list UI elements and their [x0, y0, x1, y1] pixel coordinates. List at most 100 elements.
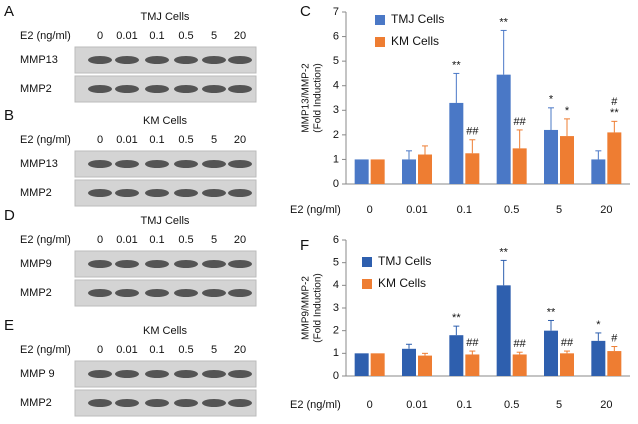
lane: 0.1 [149, 30, 164, 42]
band [174, 160, 198, 168]
legend-label: KM Cells [378, 276, 426, 290]
lane: 0.5 [178, 30, 193, 42]
x-tick-label: 0.01 [406, 204, 427, 216]
y-tick-label: 1 [333, 153, 339, 165]
x-tick-label: 0 [367, 399, 373, 411]
lane: 0.1 [149, 134, 164, 146]
y-axis-title: (Fold Induction) [313, 63, 324, 132]
bar [544, 330, 558, 376]
band [115, 56, 139, 64]
bar [402, 159, 416, 184]
y-tick-label: 0 [333, 370, 339, 382]
band [202, 160, 226, 168]
bar [512, 148, 527, 184]
lane: 20 [234, 234, 246, 246]
y-tick-label: 5 [333, 55, 339, 67]
band [174, 370, 198, 378]
panel-label: D [4, 207, 15, 224]
lane: 0.01 [116, 234, 137, 246]
band [228, 189, 252, 197]
annotation: ## [514, 338, 527, 350]
blot-title: KM Cells [143, 115, 188, 127]
bar [465, 153, 480, 184]
annotation: ** [499, 16, 508, 28]
bar [465, 354, 480, 376]
bar [560, 353, 574, 376]
legend-swatch [375, 37, 385, 47]
bar [591, 159, 606, 184]
lane-label: E2 (ng/ml) [20, 234, 71, 246]
band [202, 56, 226, 64]
row-label: MMP2 [20, 397, 52, 409]
bar [607, 351, 622, 376]
x-tick-label: 0.5 [504, 399, 519, 411]
band [174, 399, 198, 407]
y-tick-label: 5 [333, 257, 339, 269]
x-axis-title: E2 (ng/ml) [290, 204, 341, 216]
band [174, 289, 198, 297]
bar [449, 335, 464, 376]
row-label: MMP13 [20, 158, 58, 170]
annotation: # [611, 332, 618, 344]
bar [418, 154, 432, 184]
band [202, 289, 226, 297]
row-label: MMP2 [20, 187, 52, 199]
band [202, 399, 226, 407]
row-label: MMP 9 [20, 368, 55, 380]
y-tick-label: 4 [333, 80, 339, 92]
annotation: * [596, 319, 601, 331]
blot-title: KM Cells [143, 325, 188, 337]
row-label: MMP2 [20, 287, 52, 299]
y-tick-label: 7 [333, 6, 339, 18]
band [228, 160, 252, 168]
lane: 0 [97, 30, 103, 42]
lane: 0 [97, 134, 103, 146]
band [174, 189, 198, 197]
band [115, 85, 139, 93]
y-tick-label: 6 [333, 30, 339, 42]
legend-label: KM Cells [391, 34, 439, 48]
annotation: ** [452, 59, 461, 71]
band [145, 260, 169, 268]
legend-swatch [375, 15, 385, 25]
band [88, 85, 112, 93]
y-tick-label: 3 [333, 302, 339, 314]
blot-title: TMJ Cells [141, 215, 190, 227]
band [202, 370, 226, 378]
panel-label: F [300, 237, 309, 254]
lane: 20 [234, 344, 246, 356]
legend-swatch [362, 279, 372, 289]
band [88, 370, 112, 378]
lane: 0.01 [116, 134, 137, 146]
annotation: # [611, 96, 618, 108]
row-label: MMP2 [20, 83, 52, 95]
bar [402, 348, 416, 376]
band [228, 370, 252, 378]
annotation: ** [547, 306, 556, 318]
band [88, 56, 112, 64]
bar [496, 74, 511, 184]
band [202, 189, 226, 197]
annotation: ** [452, 312, 461, 324]
x-tick-label: 0 [367, 204, 373, 216]
band [115, 289, 139, 297]
lane-label: E2 (ng/ml) [20, 344, 71, 356]
y-tick-label: 4 [333, 279, 339, 291]
annotation: ## [514, 116, 527, 128]
lane: 0.01 [116, 30, 137, 42]
band [88, 289, 112, 297]
band [115, 399, 139, 407]
band [115, 260, 139, 268]
x-tick-label: 5 [556, 204, 562, 216]
band [228, 85, 252, 93]
lane: 0 [97, 344, 103, 356]
band [145, 85, 169, 93]
panel-label: A [4, 3, 14, 20]
band [88, 189, 112, 197]
bar [607, 132, 622, 184]
panel-label: B [4, 107, 14, 124]
lane: 0.5 [178, 344, 193, 356]
band [228, 56, 252, 64]
lane: 5 [211, 344, 217, 356]
